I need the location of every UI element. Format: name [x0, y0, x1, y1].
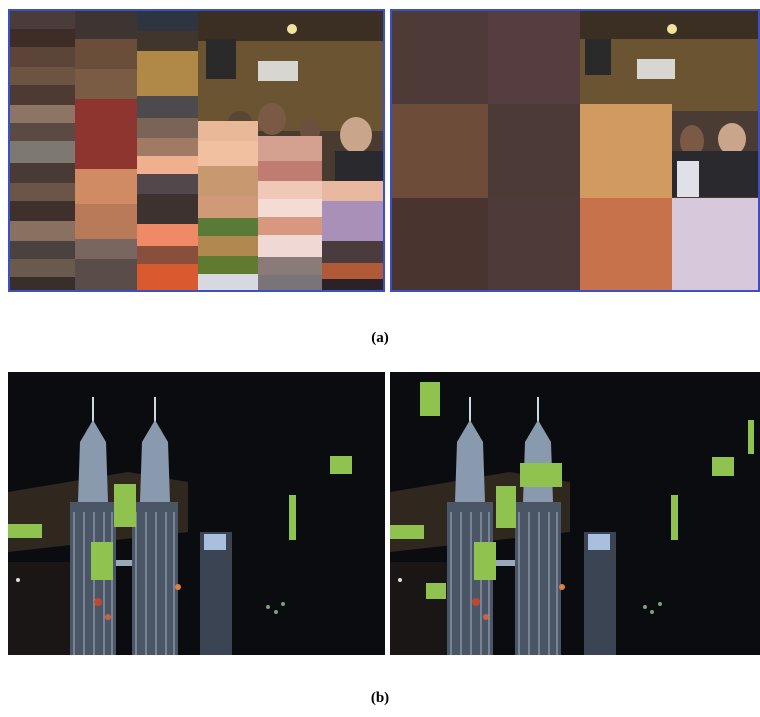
caption-a: (a): [371, 330, 389, 346]
image-a-left: [8, 9, 385, 292]
tower-right: [132, 397, 178, 655]
green-regions-left: [8, 456, 352, 580]
photo-crowd-scene-coarse: [392, 11, 758, 290]
mosaic-blocks-right: [392, 11, 758, 290]
caption-b: (b): [370, 690, 390, 706]
photo-night-towers-alt: [390, 372, 760, 655]
tower-left: [447, 397, 493, 655]
green-regions-right: [390, 382, 754, 599]
mosaic-blocks-left: [10, 11, 383, 290]
image-b-right: [390, 372, 760, 655]
image-a-right: [390, 9, 760, 292]
image-b-left: [8, 372, 385, 655]
photo-crowd-scene: [10, 11, 383, 290]
photo-night-towers: [8, 372, 385, 655]
